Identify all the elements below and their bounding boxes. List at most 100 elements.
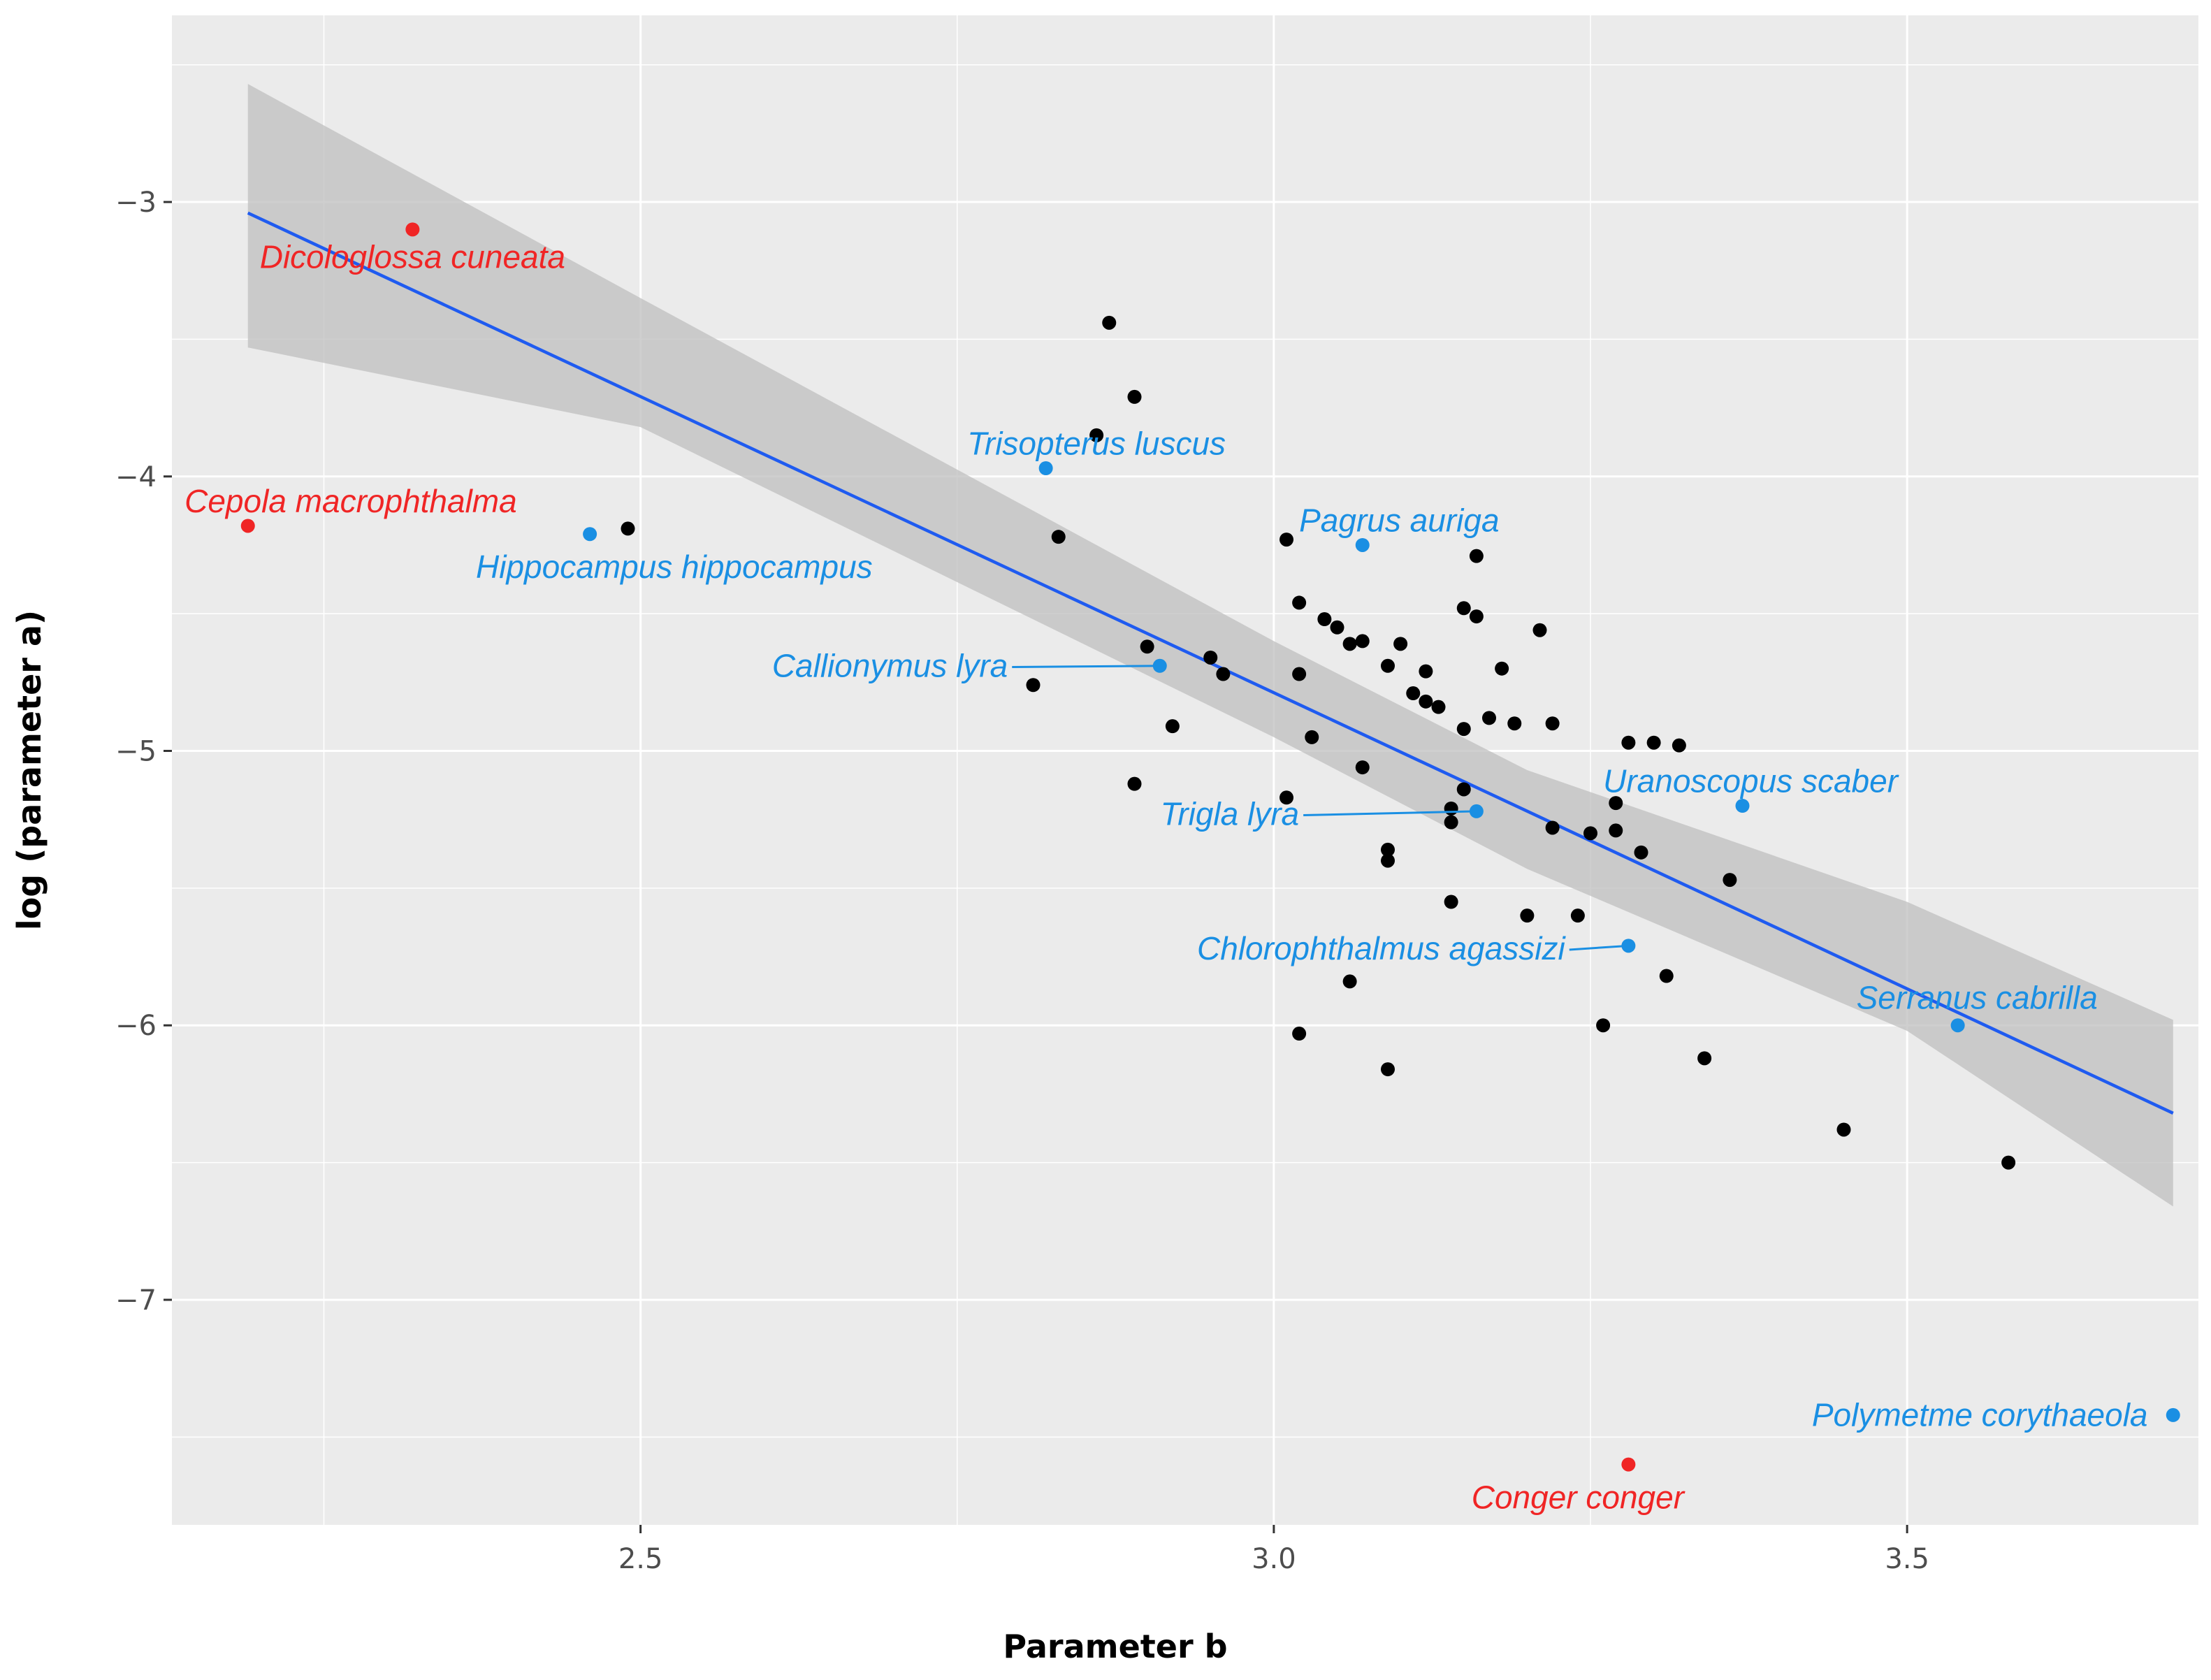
label-leader-line [1012,665,1160,668]
species-label: Callionymus lyra [772,647,1008,683]
species-label: Conger conger [1472,1479,1686,1515]
data-point [1646,735,1661,750]
highlighted-point [1950,1018,1965,1033]
data-point [1342,974,1357,989]
data-point [2001,1155,2016,1170]
data-point [1305,730,1319,744]
species-label: Hippocampus hippocampus [476,549,873,585]
data-point [1444,801,1458,816]
data-point [1545,716,1560,731]
species-label: Trisopterus luscus [967,425,1226,461]
species-label: Uranoscopus scaber [1603,762,1899,799]
data-point [1609,823,1623,838]
data-point [1836,1122,1851,1137]
x-tick-label: 3.5 [1885,1543,1929,1575]
data-point [1051,530,1066,544]
data-point [1280,533,1293,547]
species-label: Polymetme corythaeola [1812,1397,2148,1433]
y-tick-label: −3 [115,187,157,219]
data-point [1570,908,1585,923]
species-labels: Dicologlossa cuneata Cepola macrophthalma… [184,222,2180,1515]
highlighted-point [1355,537,1370,552]
data-point [1456,782,1471,797]
data-point [1431,700,1446,714]
data-point [1317,612,1332,626]
highlighted-point [1621,1457,1636,1472]
data-point [1634,845,1648,860]
x-axis-title: Parameter b [1003,1628,1227,1665]
highlighted-point [405,222,420,237]
species-label: Cepola macrophthalma [184,483,517,519]
data-point [1330,620,1344,635]
data-point [1342,637,1357,651]
data-point [1444,895,1458,909]
y-axis-title: log (parameter a) [10,610,48,930]
data-point [1545,820,1560,835]
data-point [1089,428,1104,442]
data-point [1127,389,1142,404]
species-label: Chlorophthalmus agassizi [1197,930,1566,966]
data-point [1532,623,1547,637]
y-tick-label: −5 [115,736,157,768]
data-point [1381,658,1395,673]
data-point [1292,595,1307,610]
data-point [1203,650,1218,665]
highlighted-point [1469,804,1484,818]
species-label: Pagrus auriga [1299,502,1499,538]
data-point [1127,776,1142,791]
data-point [1216,667,1231,681]
data-point [1482,711,1496,725]
x-tick-label: 2.5 [618,1543,663,1575]
species-label: Serranus cabrilla [1857,980,2098,1016]
data-point [1469,549,1484,563]
data-point [1456,601,1471,616]
data-point [621,521,635,536]
data-point [1102,315,1117,330]
data-point [1355,634,1370,649]
data-point [1659,969,1674,983]
y-tick-label: −4 [115,461,157,493]
data-point [1419,694,1433,709]
highlighted-point [1038,461,1053,475]
highlighted-point [240,519,255,533]
y-tick-label: −7 [115,1284,157,1317]
highlighted-point [2166,1407,2180,1422]
data-point [1292,667,1307,681]
axis-ticks: 2.5 3.0 3.5 −3 −4 −5 −6 −7 [115,187,1929,1575]
data-point [1609,796,1623,811]
data-point [1355,760,1370,775]
data-point [1026,678,1041,693]
species-label: Trigla lyra [1161,796,1300,832]
data-points [621,315,2016,1170]
data-point [1495,661,1509,676]
highlighted-point [1152,658,1167,673]
data-point [1406,686,1421,701]
y-tick-label: −6 [115,1010,157,1042]
highlighted-point [583,527,597,542]
data-point [1697,1051,1712,1066]
highlighted-point [1621,939,1636,953]
label-leader-line [1303,810,1477,817]
confidence-ribbon [247,84,2173,1207]
data-point [1621,735,1636,750]
confidence-band [247,84,2173,1207]
highlighted-point [1735,799,1750,813]
data-point [1444,815,1458,830]
species-label: Dicologlossa cuneata [260,238,565,275]
data-point [1456,722,1471,737]
grid-lines [172,15,2198,1525]
data-point [1672,738,1686,753]
label-leader-line [1569,944,1629,951]
data-point [1165,719,1180,734]
data-point [1280,790,1293,805]
data-point [1292,1027,1307,1041]
data-point [1381,853,1395,868]
data-point [1381,1062,1395,1077]
data-point [1583,826,1597,841]
data-point [1381,842,1395,857]
data-point [1393,637,1408,651]
data-point [1507,716,1522,731]
data-point [1723,873,1737,888]
data-point [1520,908,1535,923]
